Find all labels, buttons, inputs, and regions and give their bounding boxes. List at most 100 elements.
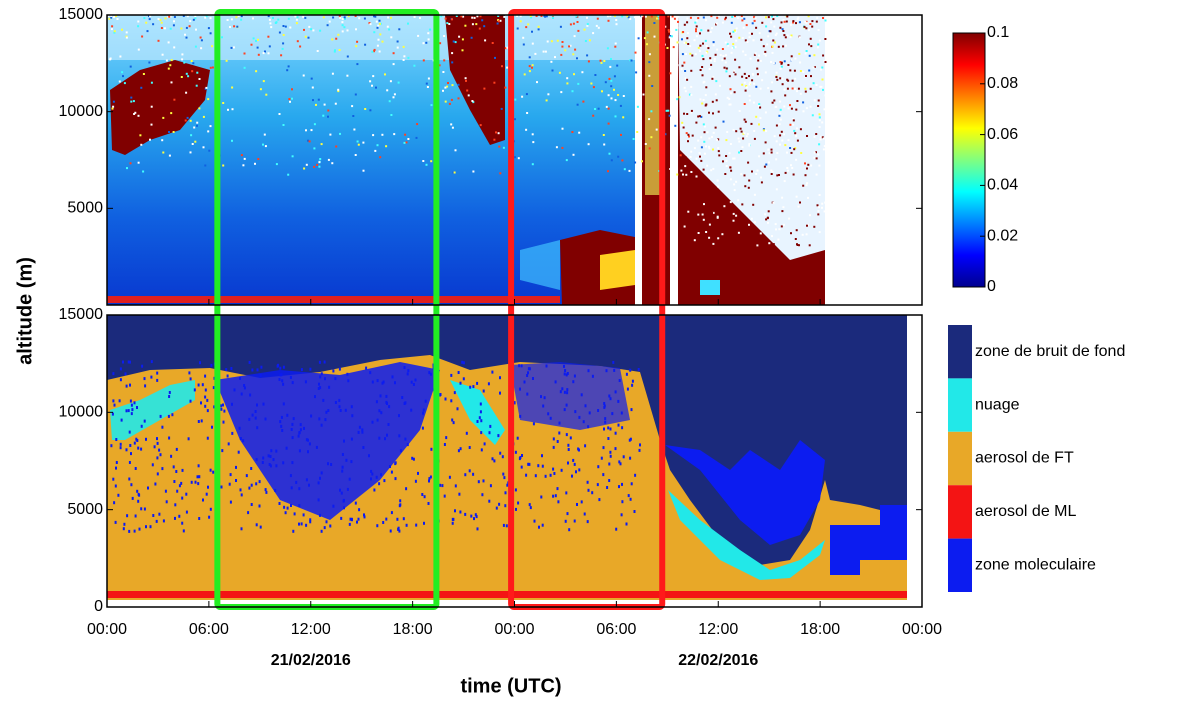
texture [602, 446, 605, 450]
texture [813, 66, 816, 68]
texture [279, 366, 282, 370]
texture [396, 517, 399, 521]
texture [717, 147, 720, 150]
texture [327, 409, 330, 412]
texture [277, 363, 280, 367]
texture [644, 15, 647, 18]
texture [346, 29, 349, 32]
texture [709, 31, 712, 33]
texture [403, 141, 406, 144]
texture [682, 126, 685, 129]
texture [790, 232, 792, 235]
texture [782, 19, 785, 21]
texture [257, 53, 260, 56]
texture [332, 16, 335, 19]
texture [794, 238, 797, 240]
texture [742, 137, 745, 140]
texture [243, 66, 246, 69]
texture [614, 390, 617, 394]
texture [606, 15, 609, 18]
texture [316, 163, 319, 166]
texture [386, 433, 388, 437]
texture [240, 493, 243, 497]
texture [544, 50, 547, 53]
texture [190, 60, 193, 62]
texture [744, 39, 747, 42]
texture [282, 42, 285, 45]
texture [117, 493, 120, 497]
texture [280, 415, 283, 419]
texture [412, 383, 415, 386]
texture [797, 16, 800, 19]
texture [644, 143, 647, 145]
texture [385, 394, 388, 398]
texture [617, 423, 620, 427]
texture [783, 60, 786, 63]
texture [225, 59, 228, 62]
texture [563, 390, 566, 394]
texture [686, 32, 689, 35]
texture [466, 89, 469, 92]
texture [543, 15, 546, 17]
texture [489, 424, 492, 428]
texture [588, 411, 591, 415]
x-tick-label: 00:00 [902, 621, 942, 638]
texture [756, 244, 759, 247]
texture [425, 82, 428, 85]
texture [503, 476, 506, 480]
texture [578, 131, 581, 134]
texture [576, 21, 579, 23]
texture [331, 72, 334, 75]
texture [250, 467, 253, 470]
texture [693, 239, 696, 242]
texture [769, 30, 772, 33]
texture [220, 485, 223, 489]
texture [730, 210, 733, 213]
texture [794, 57, 797, 60]
texture [292, 529, 295, 533]
texture [765, 130, 768, 132]
texture [759, 59, 762, 62]
texture [802, 70, 805, 73]
texture [392, 96, 395, 99]
texture [285, 446, 288, 450]
texture [803, 25, 806, 28]
texture [748, 179, 751, 182]
texture [122, 75, 124, 78]
texture [417, 471, 419, 475]
texture [796, 243, 798, 246]
texture [209, 32, 212, 35]
texture [298, 449, 301, 453]
texture [199, 36, 202, 39]
texture [707, 29, 710, 32]
texture [561, 41, 564, 43]
texture [537, 25, 540, 28]
texture [822, 88, 824, 91]
texture [820, 85, 823, 88]
texture [734, 15, 736, 18]
texture [204, 404, 207, 408]
texture [160, 27, 163, 29]
texture [693, 231, 696, 234]
texture [564, 519, 567, 523]
texture [221, 36, 223, 39]
texture [206, 398, 209, 402]
texture [522, 36, 525, 39]
texture [798, 21, 801, 24]
texture [583, 512, 586, 516]
texture [209, 507, 212, 511]
texture [516, 27, 519, 30]
texture [614, 45, 617, 48]
texture [809, 87, 812, 90]
texture [805, 233, 808, 236]
texture [615, 527, 618, 531]
texture [358, 425, 361, 429]
texture [607, 19, 610, 22]
texture [753, 130, 756, 132]
texture [691, 205, 694, 208]
texture [818, 143, 821, 146]
texture [730, 21, 733, 24]
texture [716, 48, 719, 51]
texture [680, 68, 683, 71]
